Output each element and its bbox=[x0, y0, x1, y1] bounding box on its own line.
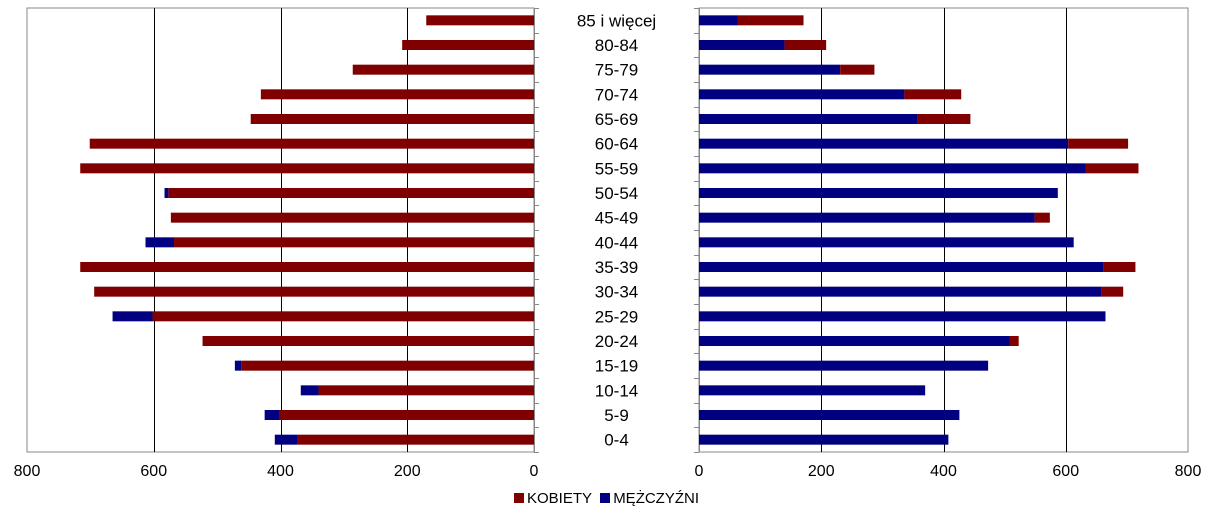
bar-left-kobiety-30-34 bbox=[94, 286, 535, 297]
x-tick-label-left: 600 bbox=[140, 463, 167, 480]
category-label: 25-29 bbox=[595, 307, 638, 326]
bar-right-mczyni-15-19 bbox=[699, 360, 989, 371]
bar-left-mczyni-25-29 bbox=[112, 311, 153, 322]
bar-right-kobiety-35-39 bbox=[1103, 262, 1136, 272]
category-label: 30-34 bbox=[595, 283, 638, 302]
bar-left-kobiety-50-54 bbox=[168, 188, 535, 198]
bar-left-kobiety-25-29 bbox=[152, 311, 535, 322]
category-label: 5-9 bbox=[604, 406, 629, 425]
category-label: 80-84 bbox=[595, 36, 638, 55]
bar-left-kobiety-15-19 bbox=[241, 360, 534, 371]
bar-right-mczyni-50-54 bbox=[699, 188, 1058, 198]
category-label: 60-64 bbox=[595, 135, 638, 154]
bar-right-kobiety-60-64 bbox=[1068, 138, 1129, 149]
category-label: 70-74 bbox=[595, 85, 638, 104]
x-tick-label-right: 400 bbox=[930, 463, 957, 480]
bar-right-mczyni-35-39 bbox=[699, 262, 1104, 272]
x-tick-label-right: 0 bbox=[695, 463, 704, 480]
category-label: 50-54 bbox=[595, 184, 638, 203]
bar-right-mczyni-30-34 bbox=[699, 286, 1102, 297]
x-tick-label-right: 800 bbox=[1175, 463, 1202, 480]
bar-right-mczyni-65-69 bbox=[699, 114, 918, 124]
category-label: 85 i więcej bbox=[577, 11, 656, 30]
bar-left-mczyni-5-9 bbox=[264, 410, 280, 420]
category-label: 15-19 bbox=[595, 357, 638, 376]
bar-right-kobiety-85-i-wicej bbox=[737, 15, 804, 26]
bar-left-kobiety-80-84 bbox=[402, 40, 534, 50]
bar-right-kobiety-80-84 bbox=[784, 40, 827, 50]
legend-item-kobiety: KOBIETY bbox=[513, 490, 593, 507]
bar-right-kobiety-30-34 bbox=[1101, 286, 1124, 297]
bar-right-mczyni-25-29 bbox=[699, 311, 1106, 322]
bar-left-kobiety-10-14 bbox=[318, 385, 534, 396]
legend-label-mezczyzni: MĘŻCZYŹNI bbox=[613, 490, 700, 507]
x-tick-label-left: 400 bbox=[267, 463, 294, 480]
category-label: 75-79 bbox=[595, 61, 638, 80]
category-label: 65-69 bbox=[595, 110, 638, 129]
bar-left-mczyni-15-19 bbox=[234, 360, 242, 371]
legend-swatch-kobiety bbox=[513, 493, 524, 503]
category-label: 10-14 bbox=[595, 381, 638, 400]
bar-right-mczyni-70-74 bbox=[699, 89, 905, 100]
category-label: 20-24 bbox=[595, 332, 638, 351]
category-label: 35-39 bbox=[595, 258, 638, 277]
bar-right-kobiety-45-49 bbox=[1034, 212, 1050, 223]
bar-left-kobiety-70-74 bbox=[260, 89, 534, 100]
bar-left-kobiety-65-69 bbox=[250, 114, 534, 124]
bar-left-mczyni-0-4 bbox=[274, 434, 298, 445]
x-tick-label-left: 800 bbox=[14, 463, 41, 480]
bar-left-kobiety-20-24 bbox=[202, 336, 534, 346]
bar-left-kobiety-45-49 bbox=[170, 212, 534, 223]
category-label: 40-44 bbox=[595, 233, 638, 252]
bar-left-mczyni-10-14 bbox=[300, 385, 319, 396]
category-label: 45-49 bbox=[595, 209, 638, 228]
bar-right-mczyni-85-i-wicej bbox=[699, 15, 738, 26]
chart-canvas: 800 600 400 200 0 0 200 400 600 800 85 i więcej 80-… bbox=[14, 7, 1202, 480]
x-tick-label-right: 600 bbox=[1052, 463, 1079, 480]
category-label: 0-4 bbox=[604, 431, 629, 450]
bar-left-kobiety-75-79 bbox=[352, 64, 534, 75]
bar-right-kobiety-55-59 bbox=[1085, 163, 1139, 174]
x-tick-label-left: 0 bbox=[530, 463, 539, 480]
bar-left-kobiety-40-44 bbox=[174, 237, 534, 248]
bar-right-kobiety-65-69 bbox=[917, 114, 971, 124]
x-tick-label-right: 200 bbox=[808, 463, 835, 480]
bar-right-mczyni-45-49 bbox=[699, 212, 1035, 223]
bar-left-kobiety-0-4 bbox=[297, 434, 534, 445]
legend: KOBIETY MĘŻCZYŹNI bbox=[0, 490, 1213, 507]
legend-item-mezczyzni: MĘŻCZYŹNI bbox=[600, 490, 699, 507]
bar-left-mczyni-40-44 bbox=[145, 237, 175, 248]
bar-right-mczyni-60-64 bbox=[699, 138, 1069, 149]
bar-right-mczyni-40-44 bbox=[699, 237, 1074, 248]
legend-swatch-mezczyzni bbox=[600, 493, 611, 503]
legend-label-kobiety: KOBIETY bbox=[526, 490, 593, 507]
bar-right-kobiety-70-74 bbox=[904, 89, 962, 100]
bar-left-mczyni-50-54 bbox=[164, 188, 169, 198]
bar-right-mczyni-20-24 bbox=[699, 336, 1010, 346]
bar-right-kobiety-75-79 bbox=[840, 64, 875, 75]
bar-left-kobiety-55-59 bbox=[80, 163, 535, 174]
x-tick-label-left: 200 bbox=[394, 463, 421, 480]
bar-right-kobiety-20-24 bbox=[1009, 336, 1019, 346]
category-label: 55-59 bbox=[595, 159, 638, 178]
bar-right-mczyni-0-4 bbox=[699, 434, 949, 445]
bar-left-kobiety-85-i-wicej bbox=[426, 15, 534, 26]
bar-left-kobiety-60-64 bbox=[89, 138, 535, 149]
bar-right-mczyni-75-79 bbox=[699, 64, 841, 75]
bar-right-mczyni-5-9 bbox=[699, 410, 960, 420]
bar-left-kobiety-5-9 bbox=[279, 410, 534, 420]
bar-right-mczyni-80-84 bbox=[699, 40, 785, 50]
bar-left-kobiety-35-39 bbox=[80, 262, 535, 272]
bar-right-mczyni-55-59 bbox=[699, 163, 1086, 174]
bar-right-mczyni-10-14 bbox=[699, 385, 926, 396]
